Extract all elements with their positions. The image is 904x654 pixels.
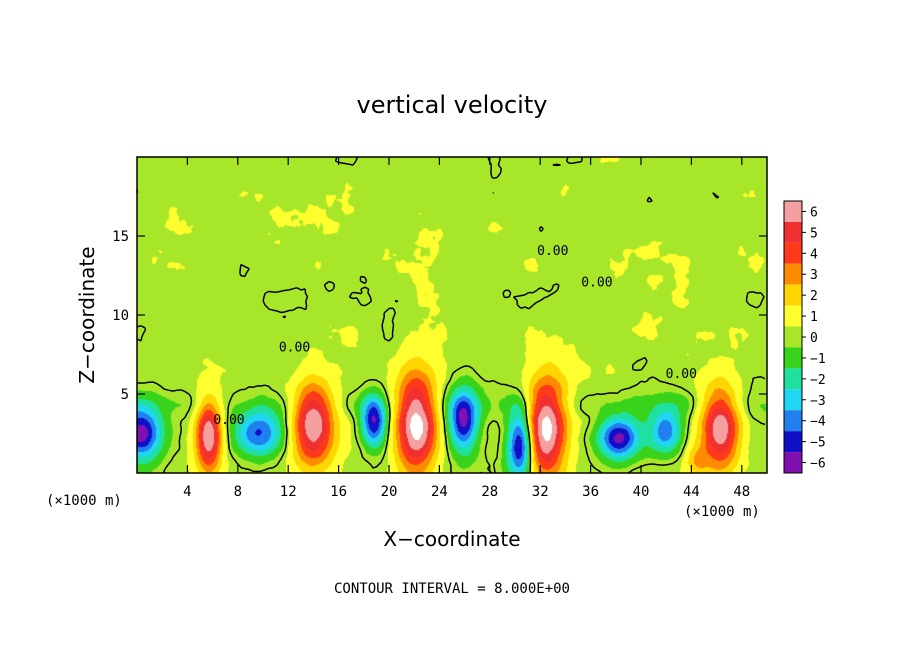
contour-label: 0.00 [279,340,310,355]
colorbar-label: −2 [810,373,826,388]
y-axis-ticks: 5 10 15 [112,229,767,403]
contour-zero [136,156,766,474]
colorbar-frame [783,200,803,474]
colorbar-swatch [784,284,802,306]
colorbar: 6 5 4 3 2 1 0 −1 −2 −3 −4 −5 −6 [783,200,826,474]
colorbar-swatch [784,347,802,369]
x-tick-label: 28 [481,484,498,500]
colorbar-label: 6 [810,205,818,220]
contour-label: 0.00 [666,367,697,382]
colorbar-label: 1 [810,310,818,325]
x-tick-label: 48 [733,484,750,500]
colorbar-label: 0 [810,331,818,346]
colorbar-label: −4 [810,415,826,430]
colorbar-swatch [784,201,802,222]
colorbar-label: −5 [810,436,826,451]
colorbar-label: −1 [810,352,826,367]
velocity-field [137,157,767,473]
x-tick-label: 16 [330,484,347,500]
chart-title: vertical velocity [357,91,548,119]
colorbar-swatch [784,305,802,327]
colorbar-label: 5 [810,226,818,241]
x-axis-ticks: 4 8 12 16 20 24 28 32 36 40 44 48 [183,157,750,500]
contour-label: 0.00 [537,244,568,259]
contour-label: 0.00 [213,413,244,428]
x-tick-label: 12 [280,484,297,500]
colorbar-label: 2 [810,289,818,304]
x-tick-label: 24 [431,484,448,500]
velocity-field-canvas [137,157,767,473]
x-tick-label: 8 [234,484,242,500]
contour-label: 0.00 [581,276,612,291]
x-tick-label: 36 [582,484,599,500]
colorbar-swatch [784,410,802,432]
x-axis-label: X−coordinate [383,527,520,551]
zero-contour-lines [136,156,766,474]
x-tick-label: 32 [532,484,549,500]
colorbar-label: −6 [810,457,826,472]
colorbar-swatch [784,368,802,390]
colorbar-label: −3 [810,394,826,409]
contour-labels: 0.00 0.00 0.00 0.00 0.00 [213,244,697,428]
x-tick-label: 4 [183,484,191,500]
y-tick-label: 5 [121,387,129,403]
colorbar-label: 3 [810,268,818,283]
x-unit-right: (×1000 m) [684,504,760,520]
colorbar-swatch [784,221,802,243]
colorbar-label: 4 [810,247,818,262]
colorbar-swatch [784,452,802,473]
contour-interval-note: CONTOUR INTERVAL = 8.000E+00 [334,581,570,597]
x-tick-label: 20 [381,484,398,500]
colorbar-swatch [784,326,802,348]
colorbar-swatch [784,431,802,453]
colorbar-swatch [784,242,802,264]
y-axis-label: Z−coordinate [75,246,99,383]
x-tick-label: 40 [633,484,650,500]
y-tick-label: 10 [112,308,129,324]
y-tick-label: 15 [112,229,129,245]
colorbar-swatch [784,263,802,285]
x-tick-label: 44 [683,484,700,500]
colorbar-swatch [784,389,802,411]
x-unit-left: (×1000 m) [46,493,122,509]
